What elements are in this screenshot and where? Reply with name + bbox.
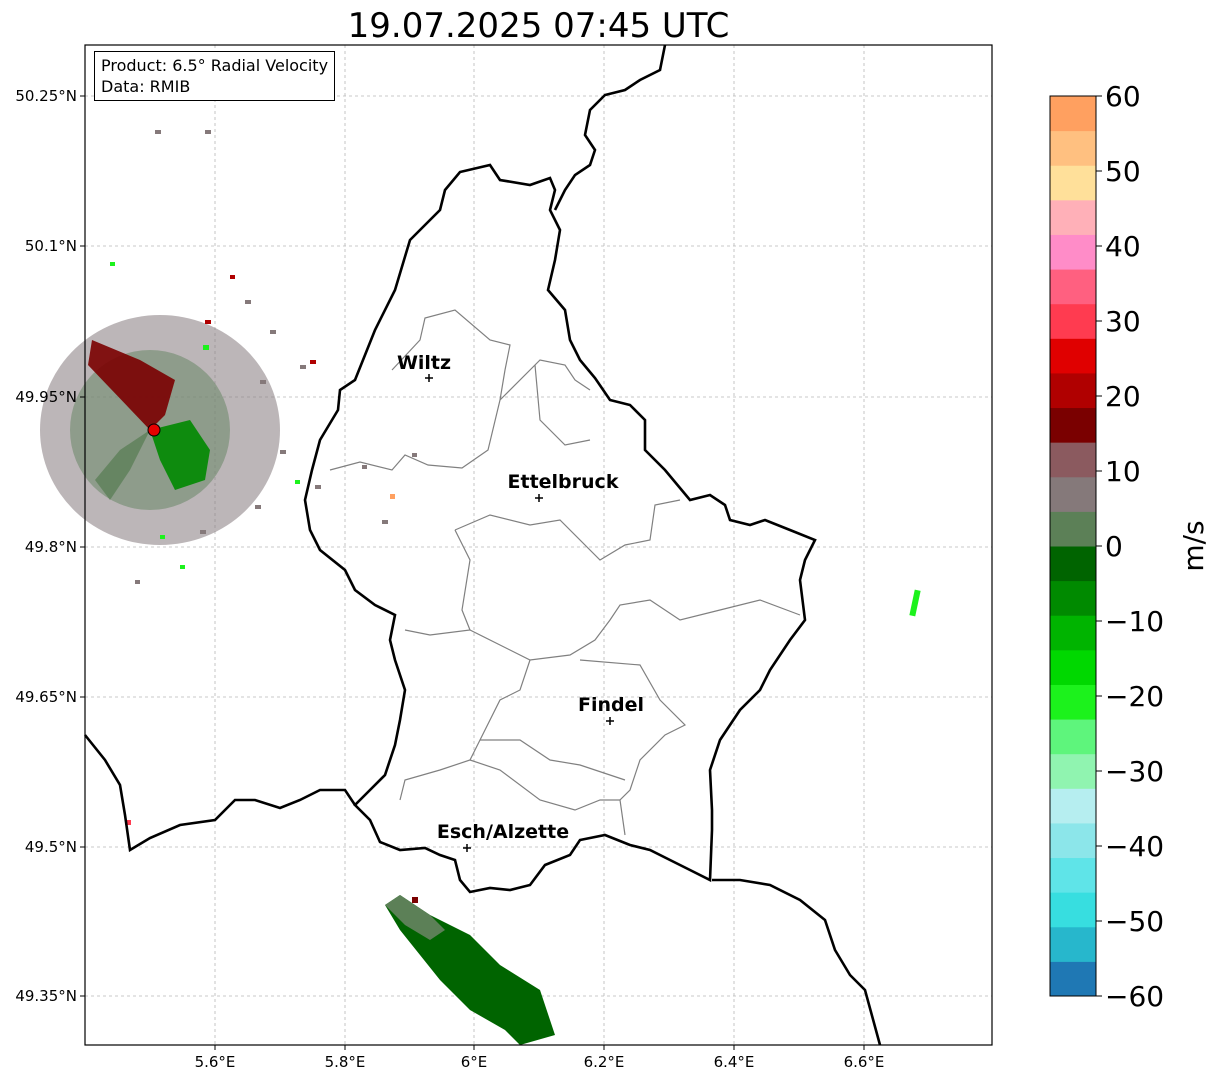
lat-tick-label: 49.65°N	[15, 688, 77, 706]
colorbar-segment	[1050, 684, 1096, 720]
colorbar-segment	[1050, 546, 1096, 582]
country-border-luxembourg	[303, 163, 817, 894]
colorbar-tick-label: 50	[1105, 155, 1141, 188]
colorbar-segment	[1050, 649, 1096, 685]
colorbar-segment	[1050, 857, 1096, 893]
lat-tick-label: 50.1°N	[25, 237, 77, 255]
colorbar-tick-label: 60	[1105, 80, 1141, 113]
canton-boundaries	[329, 309, 801, 836]
lon-tick-label: 5.6°E	[195, 1053, 236, 1071]
country-borders-other	[83, 44, 882, 1046]
colorbar-segment	[1050, 303, 1096, 339]
colorbar-segment	[1050, 476, 1096, 512]
colorbar-segment	[1050, 338, 1096, 374]
lat-tick-label: 49.95°N	[15, 388, 77, 406]
colorbar-tick-label: −40	[1105, 830, 1164, 863]
city-label-esch-alzette: Esch/Alzette	[437, 821, 569, 843]
colorbar	[1050, 96, 1096, 997]
colorbar-segment	[1050, 580, 1096, 616]
colorbar-segment	[1050, 234, 1096, 270]
colorbar-tick-label: −50	[1105, 905, 1164, 938]
colorbar-segment	[1050, 788, 1096, 824]
lon-tick-label: 6.2°E	[584, 1053, 625, 1071]
city-label-wiltz: Wiltz	[397, 352, 451, 374]
colorbar-unit-label: m/s	[1177, 520, 1207, 571]
colorbar-segment	[1050, 615, 1096, 651]
colorbar-segment	[1050, 199, 1096, 235]
colorbar-tick-label: 10	[1105, 455, 1141, 488]
colorbar-segment	[1050, 822, 1096, 859]
colorbar-segment	[1050, 130, 1096, 166]
plot-frame	[84, 44, 993, 1046]
colorbar-segment	[1050, 372, 1096, 409]
colorbar-tick-label: −60	[1105, 980, 1164, 1013]
lat-tick-label: 50.25°N	[15, 87, 77, 105]
colorbar-tick-label: −30	[1105, 755, 1164, 788]
colorbar-tick-label: −10	[1105, 605, 1164, 638]
lon-tick-label: 6.4°E	[714, 1053, 755, 1071]
lat-tick-label: 49.35°N	[15, 987, 77, 1005]
city-label-ettelbruck: Ettelbruck	[508, 471, 619, 493]
lon-tick-label: 5.8°E	[325, 1053, 366, 1071]
lat-tick-label: 49.8°N	[25, 538, 77, 556]
colorbar-segment	[1050, 926, 1096, 962]
colorbar-tick-label: −20	[1105, 680, 1164, 713]
map-title: 19.07.2025 07:45 UTC	[347, 6, 730, 46]
colorbar-tick-label: 30	[1105, 305, 1141, 338]
colorbar-segment	[1050, 753, 1096, 789]
lon-tick-label: 6.6°E	[844, 1053, 885, 1071]
radar-echo-south	[385, 895, 555, 1045]
colorbar-segment	[1050, 96, 1096, 132]
city-label-findel: Findel	[578, 694, 644, 716]
product-label: Product: 6.5° Radial Velocity	[101, 56, 329, 75]
colorbar-segment	[1050, 269, 1096, 305]
colorbar-tick-label: 0	[1105, 530, 1123, 563]
colorbar-tick-label: 20	[1105, 380, 1141, 413]
colorbar-segment	[1050, 407, 1096, 443]
radar-site-marker	[147, 423, 161, 437]
colorbar-segment	[1050, 442, 1096, 478]
data-source-label: Data: RMIB	[101, 77, 191, 96]
colorbar-tick-label: 40	[1105, 230, 1141, 263]
colorbar-segment	[1050, 165, 1096, 201]
radar-echo-west	[40, 130, 921, 825]
product-info-box: Product: 6.5° Radial Velocity Data: RMIB	[94, 51, 336, 101]
lat-tick-label: 49.5°N	[25, 838, 77, 856]
lon-tick-label: 6°E	[461, 1053, 488, 1071]
colorbar-segment	[1050, 961, 1096, 997]
colorbar-segment	[1050, 719, 1096, 755]
city-markers	[425, 374, 614, 852]
colorbar-segment	[1050, 511, 1096, 547]
colorbar-segment	[1050, 892, 1096, 928]
